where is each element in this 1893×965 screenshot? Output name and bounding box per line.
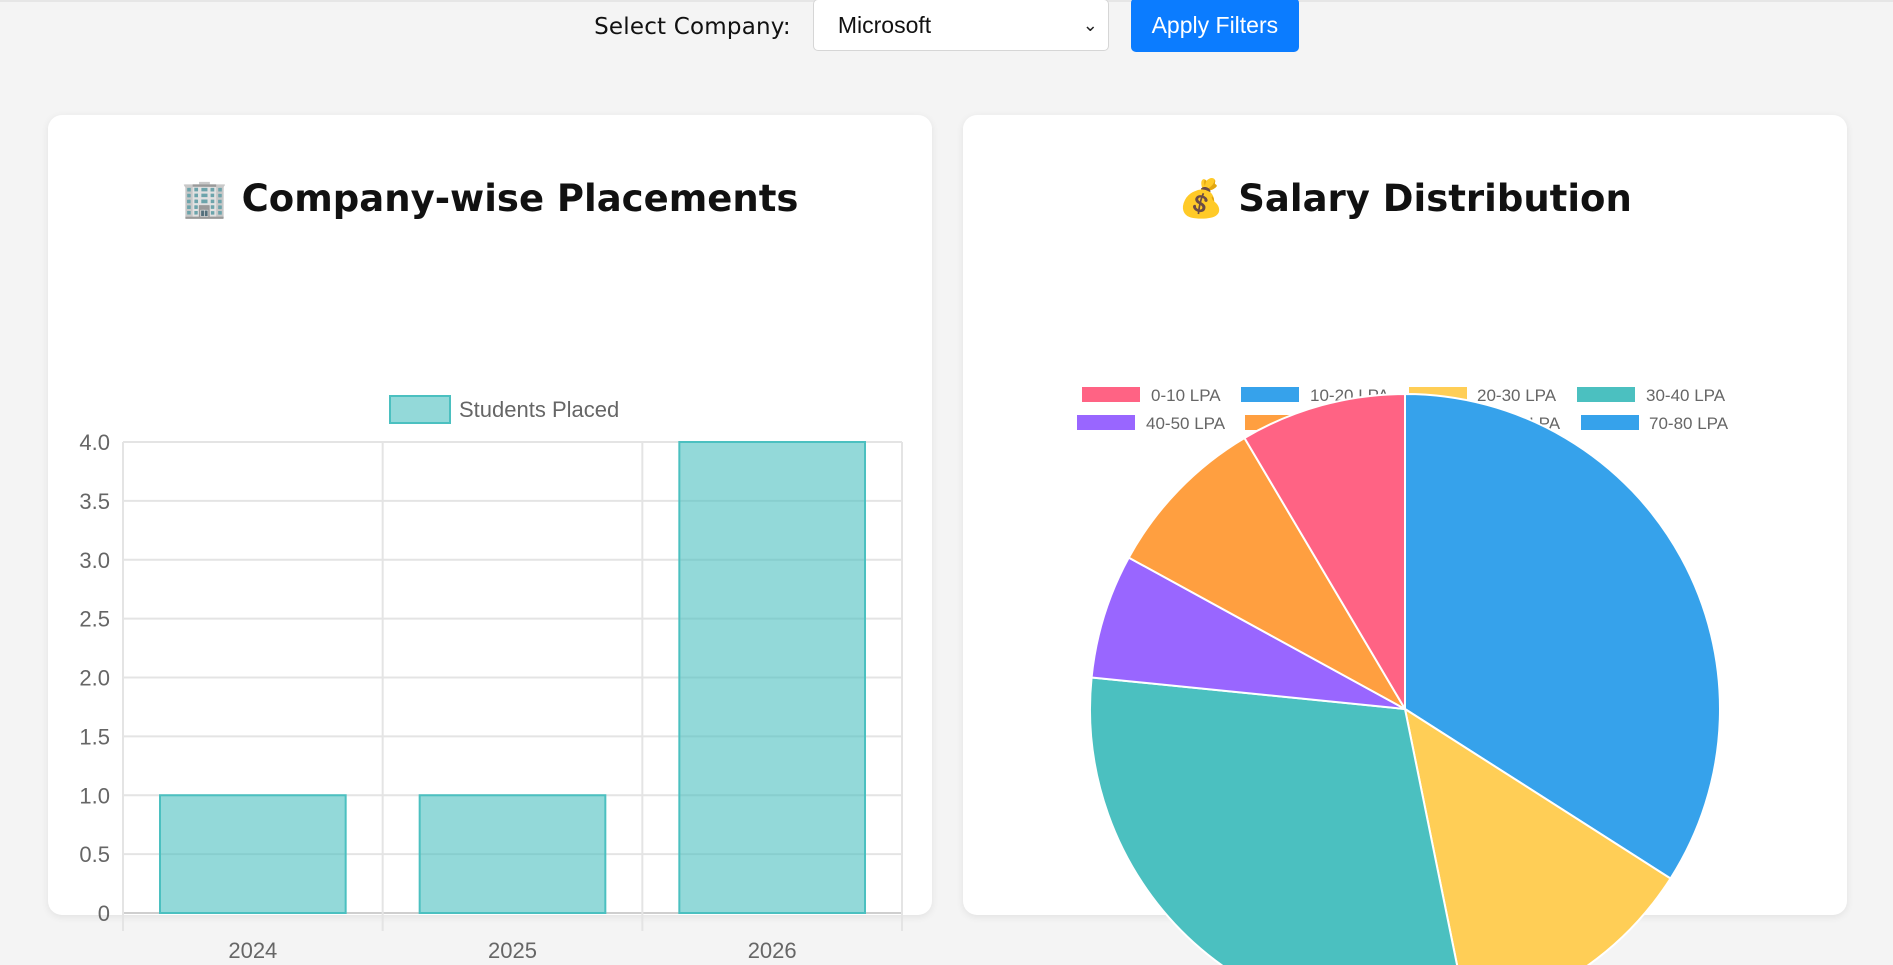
legend-label: 70-80 LPA (1649, 414, 1729, 433)
legend-label: 0-10 LPA (1151, 386, 1221, 405)
legend-label: 20-30 LPA (1477, 386, 1557, 405)
bar (159, 794, 347, 914)
filter-bar: Select Company: Microsoft ⌄ Apply Filter… (0, 0, 1893, 54)
salary-title-text: Salary Distribution (1238, 177, 1632, 220)
legend-swatch (1241, 387, 1299, 402)
pie-slice (1404, 392, 1721, 880)
placements-card: 🏢 Company-wise Placements Students Placed… (48, 115, 932, 963)
salary-pie-chart: 0-10 LPA 10-20 LPA 20-30 LPA 30-40 LPA40-50… (1077, 386, 1729, 965)
bar (418, 794, 607, 914)
legend-label: Students Placed (459, 397, 619, 422)
legend-label: 40-50 LPA (1146, 414, 1226, 433)
building-icon: 🏢 (181, 177, 228, 220)
legend-swatch (1577, 387, 1635, 402)
placements-card-title: 🏢 Company-wise Placements (48, 177, 932, 221)
y-tick-label: 1.5 (79, 724, 110, 749)
placements-bar-chart: Students Placed 0 0.5 1.0 1.5 2.0 2.5 3.0 3.5 4.0… (79, 395, 903, 963)
y-tick-label: 1.0 (79, 783, 110, 808)
legend-swatch (389, 395, 451, 424)
y-tick-label: 2.5 (79, 607, 110, 632)
company-select[interactable]: Microsoft ⌄ (812, 0, 1109, 51)
money-bag-icon: 💰 (1178, 177, 1225, 220)
pie-slice (1243, 392, 1406, 713)
pie-slice (1127, 436, 1408, 712)
y-tick-label: 2.0 (79, 666, 110, 691)
legend-swatch (1581, 415, 1639, 430)
x-tick-label: 2025 (488, 938, 537, 963)
y-tick-label: 4.0 (79, 430, 110, 455)
salary-card-title: 💰 Salary Distribution (963, 177, 1847, 221)
y-tick-label: 0.5 (79, 842, 110, 867)
y-tick-label: 3.0 (79, 548, 110, 573)
select-company-label: Select Company: (594, 14, 791, 40)
x-tick-label: 2026 (748, 938, 797, 963)
legend-label: 30-40 LPA (1646, 386, 1726, 405)
legend-swatch (1082, 387, 1140, 402)
apply-filters-button[interactable]: Apply Filters (1130, 0, 1299, 52)
y-tick-label: 0 (98, 901, 110, 926)
chevron-down-icon: ⌄ (1082, 14, 1098, 35)
legend-swatch (1077, 415, 1135, 430)
x-tick-label: 2024 (228, 938, 277, 963)
pie-slice (1090, 556, 1406, 710)
placements-title-text: Company-wise Placements (241, 177, 799, 220)
y-tick-label: 3.5 (79, 489, 110, 514)
bar (678, 441, 866, 914)
salary-card: 💰 Salary Distribution 0-10 LPA 10-20 LPA 20… (963, 115, 1847, 965)
company-select-value: Microsoft (837, 11, 932, 38)
